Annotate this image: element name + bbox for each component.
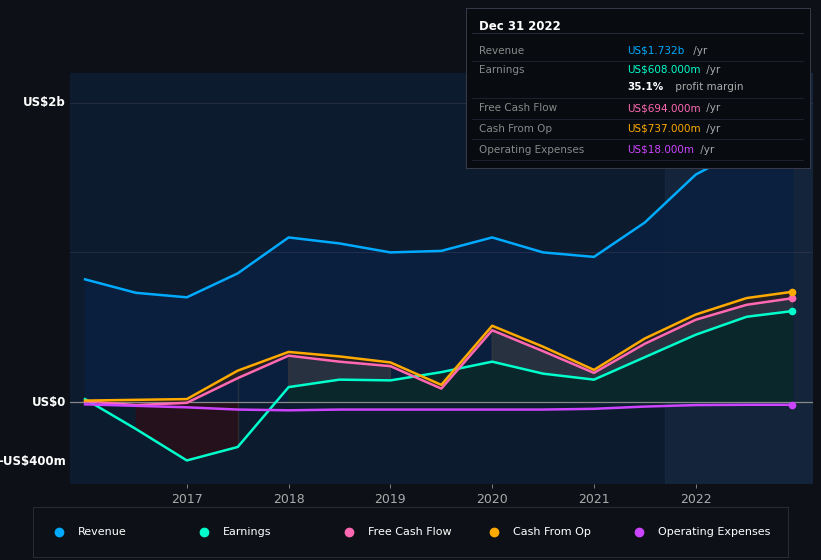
Text: Cash From Op: Cash From Op [513, 527, 591, 537]
Text: Revenue: Revenue [78, 527, 127, 537]
Text: Dec 31 2022: Dec 31 2022 [479, 20, 561, 32]
Text: /yr: /yr [704, 103, 721, 113]
Text: 35.1%: 35.1% [627, 82, 664, 92]
Text: Cash From Op: Cash From Op [479, 124, 553, 134]
Text: US$18.000m: US$18.000m [627, 144, 695, 155]
Text: profit margin: profit margin [672, 82, 744, 92]
Text: -US$400m: -US$400m [0, 455, 66, 469]
Text: /yr: /yr [704, 124, 721, 134]
Text: Operating Expenses: Operating Expenses [658, 527, 771, 537]
Text: /yr: /yr [690, 46, 707, 55]
Text: US$737.000m: US$737.000m [627, 124, 701, 134]
Text: Operating Expenses: Operating Expenses [479, 144, 585, 155]
Text: Earnings: Earnings [223, 527, 272, 537]
Text: US$0: US$0 [32, 395, 66, 409]
Bar [665, 73, 813, 484]
Text: US$608.000m: US$608.000m [627, 65, 701, 75]
Text: US$2b: US$2b [23, 96, 66, 109]
Text: /yr: /yr [696, 144, 713, 155]
Text: US$1.732b: US$1.732b [627, 46, 685, 55]
Text: US$694.000m: US$694.000m [627, 103, 701, 113]
Text: Earnings: Earnings [479, 65, 525, 75]
Text: Revenue: Revenue [479, 46, 525, 55]
Text: Free Cash Flow: Free Cash Flow [368, 527, 452, 537]
Text: /yr: /yr [704, 65, 721, 75]
Text: Free Cash Flow: Free Cash Flow [479, 103, 557, 113]
